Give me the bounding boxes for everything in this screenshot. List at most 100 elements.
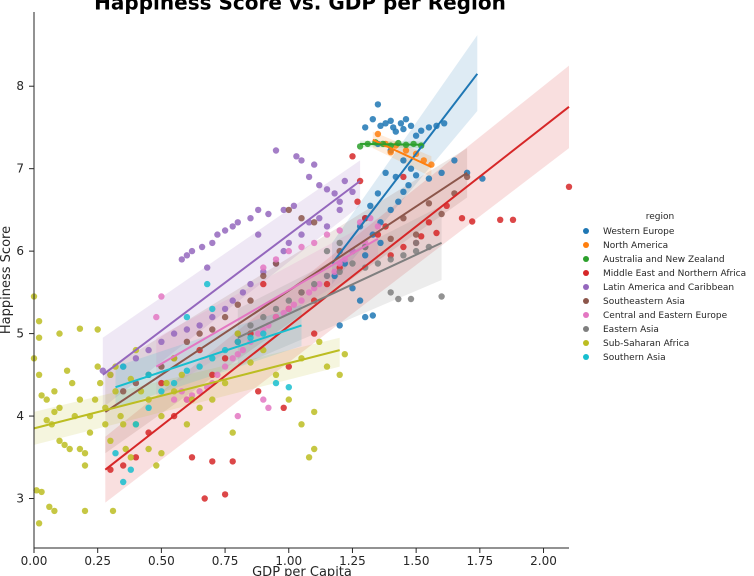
data-point [188,454,196,461]
data-point [221,355,229,362]
data-point [158,450,165,457]
data-point [120,462,127,469]
x-tick-label: 1.00 [275,554,302,568]
data-point [367,202,374,209]
data-point [234,330,241,337]
data-point [395,295,402,303]
data-point [311,408,318,416]
data-point [214,371,221,378]
data-point [201,495,208,502]
confidence-band [34,337,340,445]
data-point [425,219,433,226]
data-point [51,507,58,515]
data-point [400,188,407,195]
legend-marker [583,354,589,360]
data-point [178,256,185,263]
data-point [362,124,369,131]
data-point [349,153,356,160]
data-point [280,404,287,411]
data-point [145,346,152,354]
data-point [247,297,254,304]
data-point [354,198,361,205]
data-point [43,417,50,424]
data-point [56,330,63,337]
data-point [272,305,280,313]
data-point [94,326,101,333]
regression-lines [33,73,570,471]
data-point [112,450,119,457]
data-point [120,363,127,370]
data-point [97,379,104,387]
data-point [397,120,405,127]
data-point [463,173,471,181]
data-point [170,379,178,387]
data-point [382,120,389,127]
data-point [234,338,241,345]
y-tick-label: 3 [16,492,24,506]
data-point [280,247,287,255]
data-point [229,297,236,304]
data-point [183,396,191,403]
data-point [290,301,298,308]
data-point [158,412,165,420]
legend-marker [583,312,589,318]
data-point [316,215,323,222]
data-point [265,404,272,411]
data-point [311,280,318,288]
regression-line [360,142,424,146]
data-point [239,289,247,296]
data-point [272,379,280,387]
data-point [305,173,313,181]
data-point [132,421,140,428]
data-point [441,120,448,127]
data-point [145,404,152,411]
x-tick-label: 0.50 [148,554,175,568]
data-point [374,223,382,230]
data-point [221,491,229,498]
data-point [405,182,412,189]
data-point [255,388,262,395]
confidence-band [156,218,378,396]
legend-label: Western Europe [603,227,675,237]
data-point [509,216,517,223]
data-point [438,169,445,176]
data-point [204,280,211,288]
regression-line [115,324,302,389]
data-point [120,388,127,395]
data-point [374,190,382,197]
data-point [298,243,305,251]
data-point [183,313,191,321]
data-point [316,280,323,288]
data-point [204,264,211,271]
legend-marker [583,256,589,262]
data-point [285,363,292,370]
legend-label: Latin America and Caribbean [603,283,734,293]
data-point [425,175,433,182]
x-tick-label: 0.25 [84,554,111,568]
data-point [298,421,305,428]
legend-marker [583,298,589,304]
data-point [229,355,236,362]
data-point [387,206,394,214]
confidence-bands [34,35,570,503]
data-point [178,371,185,378]
data-point [120,478,127,486]
data-point [323,272,331,280]
data-point [209,305,216,313]
data-point [214,231,221,238]
data-point [260,396,267,403]
regression-line [237,241,443,339]
data-point [377,239,384,247]
data-point [305,454,313,461]
chart-title: Happiness Score vs. GDP per Region [94,0,506,15]
data-point [336,198,343,205]
data-point [158,338,165,345]
data-point [132,454,140,461]
data-point [260,280,267,288]
data-point [311,445,318,453]
data-point [221,313,229,321]
regression-line [102,180,361,376]
data-point [323,363,331,370]
legend: region Western Europe North America Austra… [583,212,746,363]
data-point [336,322,343,329]
